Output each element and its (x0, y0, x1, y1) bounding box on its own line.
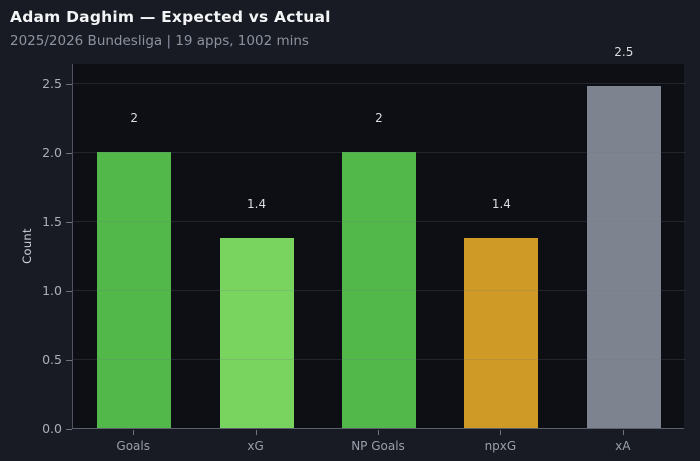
y-tick-mark (66, 360, 72, 361)
bar-xa (586, 85, 661, 428)
gridline-0.5 (73, 359, 685, 360)
x-tick-label-goals: Goals (116, 439, 150, 453)
bar-value-xg: 1.4 (247, 196, 267, 211)
y-tick-label-2.5: 2.5 (42, 76, 62, 91)
bar-value-npxg: 1.4 (491, 196, 511, 211)
bar-npxg (464, 237, 539, 428)
bar-value-xa: 2.5 (614, 44, 634, 59)
x-tick-mark (500, 430, 502, 435)
y-tick-label-0.5: 0.5 (42, 352, 62, 367)
y-tick-label-1.0: 1.0 (42, 283, 62, 298)
chart-title: Adam Daghim — Expected vs Actual (10, 8, 331, 26)
gridline-2 (73, 152, 685, 153)
y-axis-label: Count (20, 228, 34, 264)
bar-value-np-goals: 2 (375, 111, 383, 125)
y-tick-label-2.0: 2.0 (42, 145, 62, 160)
x-tick-mark (133, 430, 135, 435)
y-tick-mark (66, 429, 72, 430)
x-tick-mark (255, 430, 257, 435)
y-tick-mark (66, 153, 72, 154)
bar-goals (97, 152, 172, 428)
x-tick-mark (622, 430, 624, 435)
bar-value-goals: 2 (130, 111, 138, 125)
x-tick-label-npxg: npxG (484, 439, 517, 453)
y-tick-mark (66, 222, 72, 223)
plot-area: 2 1.4 2 1.4 2.5 (72, 45, 685, 429)
x-tick-label-np-goals: NP Goals (351, 439, 405, 453)
y-tick-label-0.0: 0.0 (42, 421, 62, 436)
chart-subtitle: 2025/2026 Bundesliga | 19 apps, 1002 min… (10, 33, 309, 49)
gridline-1 (73, 290, 685, 291)
gridline-2.5 (73, 83, 685, 84)
y-tick-mark (66, 84, 72, 85)
y-tick-mark (66, 291, 72, 292)
bar-xg (219, 237, 294, 428)
x-tick-label-xg: xG (247, 439, 264, 453)
bar-np-goals (342, 152, 416, 428)
gridline-1.5 (73, 221, 685, 222)
y-tick-label-1.5: 1.5 (42, 214, 62, 229)
x-tick-mark (378, 430, 379, 435)
x-tick-label-xa: xA (615, 439, 631, 453)
